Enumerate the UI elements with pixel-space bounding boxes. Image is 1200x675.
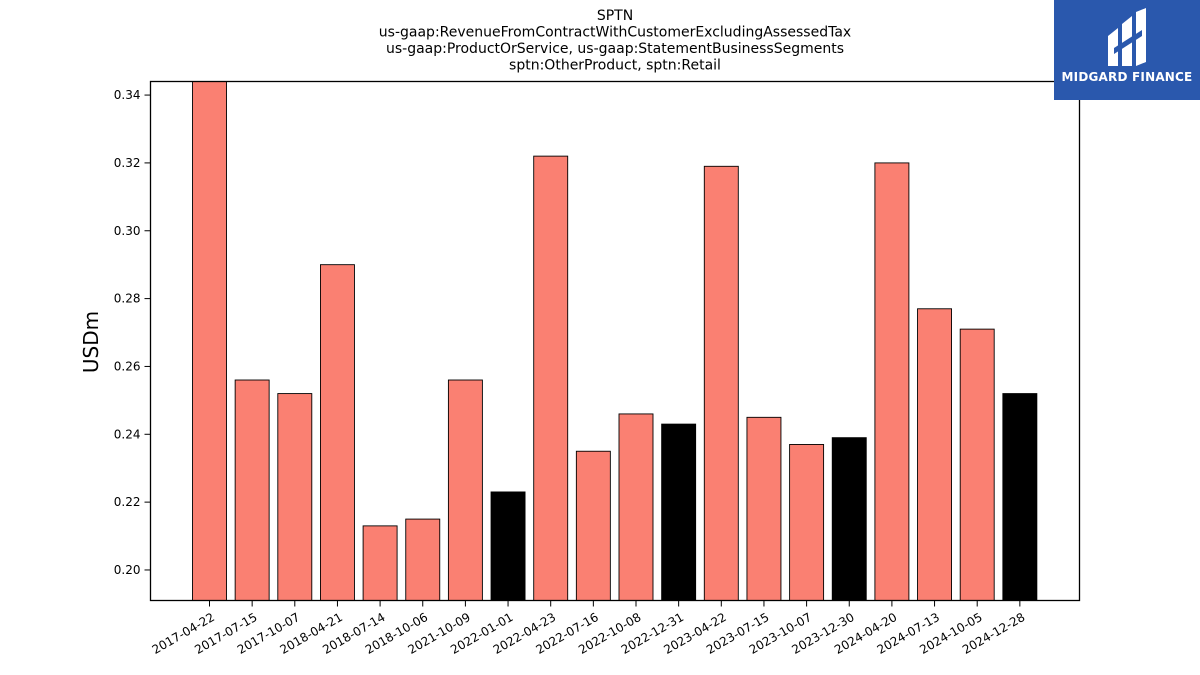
bar (192, 81, 227, 601)
y-tick-label: 0.32 (114, 156, 141, 170)
bar (831, 437, 867, 601)
y-tick-label: 0.26 (114, 359, 141, 373)
bar (789, 444, 825, 601)
y-tick-label: 0.20 (114, 563, 141, 577)
chart-title: SPTNus-gaap:RevenueFromContractWithCusto… (379, 8, 851, 74)
bar (618, 413, 654, 601)
chart-title-line: sptn:OtherProduct, sptn:Retail (509, 58, 721, 74)
y-axis-label: USDm (79, 311, 103, 373)
bar (703, 165, 739, 601)
logo-text: MIDGARD FINANCE (1061, 70, 1193, 84)
bars (192, 81, 1038, 601)
y-tick-label: 0.34 (114, 88, 141, 102)
y-tick-label: 0.24 (114, 427, 141, 441)
logo: MIDGARD FINANCE (1054, 0, 1200, 100)
bar (277, 393, 313, 601)
chart-title-line: us-gaap:RevenueFromContractWithCustomerE… (379, 25, 851, 41)
bar (490, 491, 526, 601)
midgard-logo-mark-icon (1108, 8, 1146, 66)
bar (447, 379, 483, 601)
bar (405, 518, 441, 601)
bar (234, 379, 270, 601)
bar (874, 162, 910, 601)
y-tick-label: 0.22 (114, 495, 141, 509)
bar (362, 525, 398, 601)
bar (917, 308, 952, 601)
chart-title-line: us-gaap:ProductOrService, us-gaap:Statem… (386, 41, 844, 57)
bar (959, 328, 995, 601)
bar (533, 155, 569, 601)
bar (320, 264, 355, 601)
bar (575, 450, 611, 601)
plot-frame (149, 80, 1081, 602)
chart-title-line: SPTN (597, 8, 633, 24)
x-axis: 2017-04-222017-07-152017-10-072018-04-21… (150, 600, 1027, 657)
bar (1002, 393, 1038, 601)
y-tick-label: 0.28 (114, 292, 141, 306)
y-tick-label: 0.30 (114, 224, 141, 238)
bar (661, 423, 697, 601)
bar (746, 416, 782, 601)
y-axis: 0.20 0.22 0.24 0.26 0.28 0.30 0.32 0.34 (114, 88, 151, 577)
